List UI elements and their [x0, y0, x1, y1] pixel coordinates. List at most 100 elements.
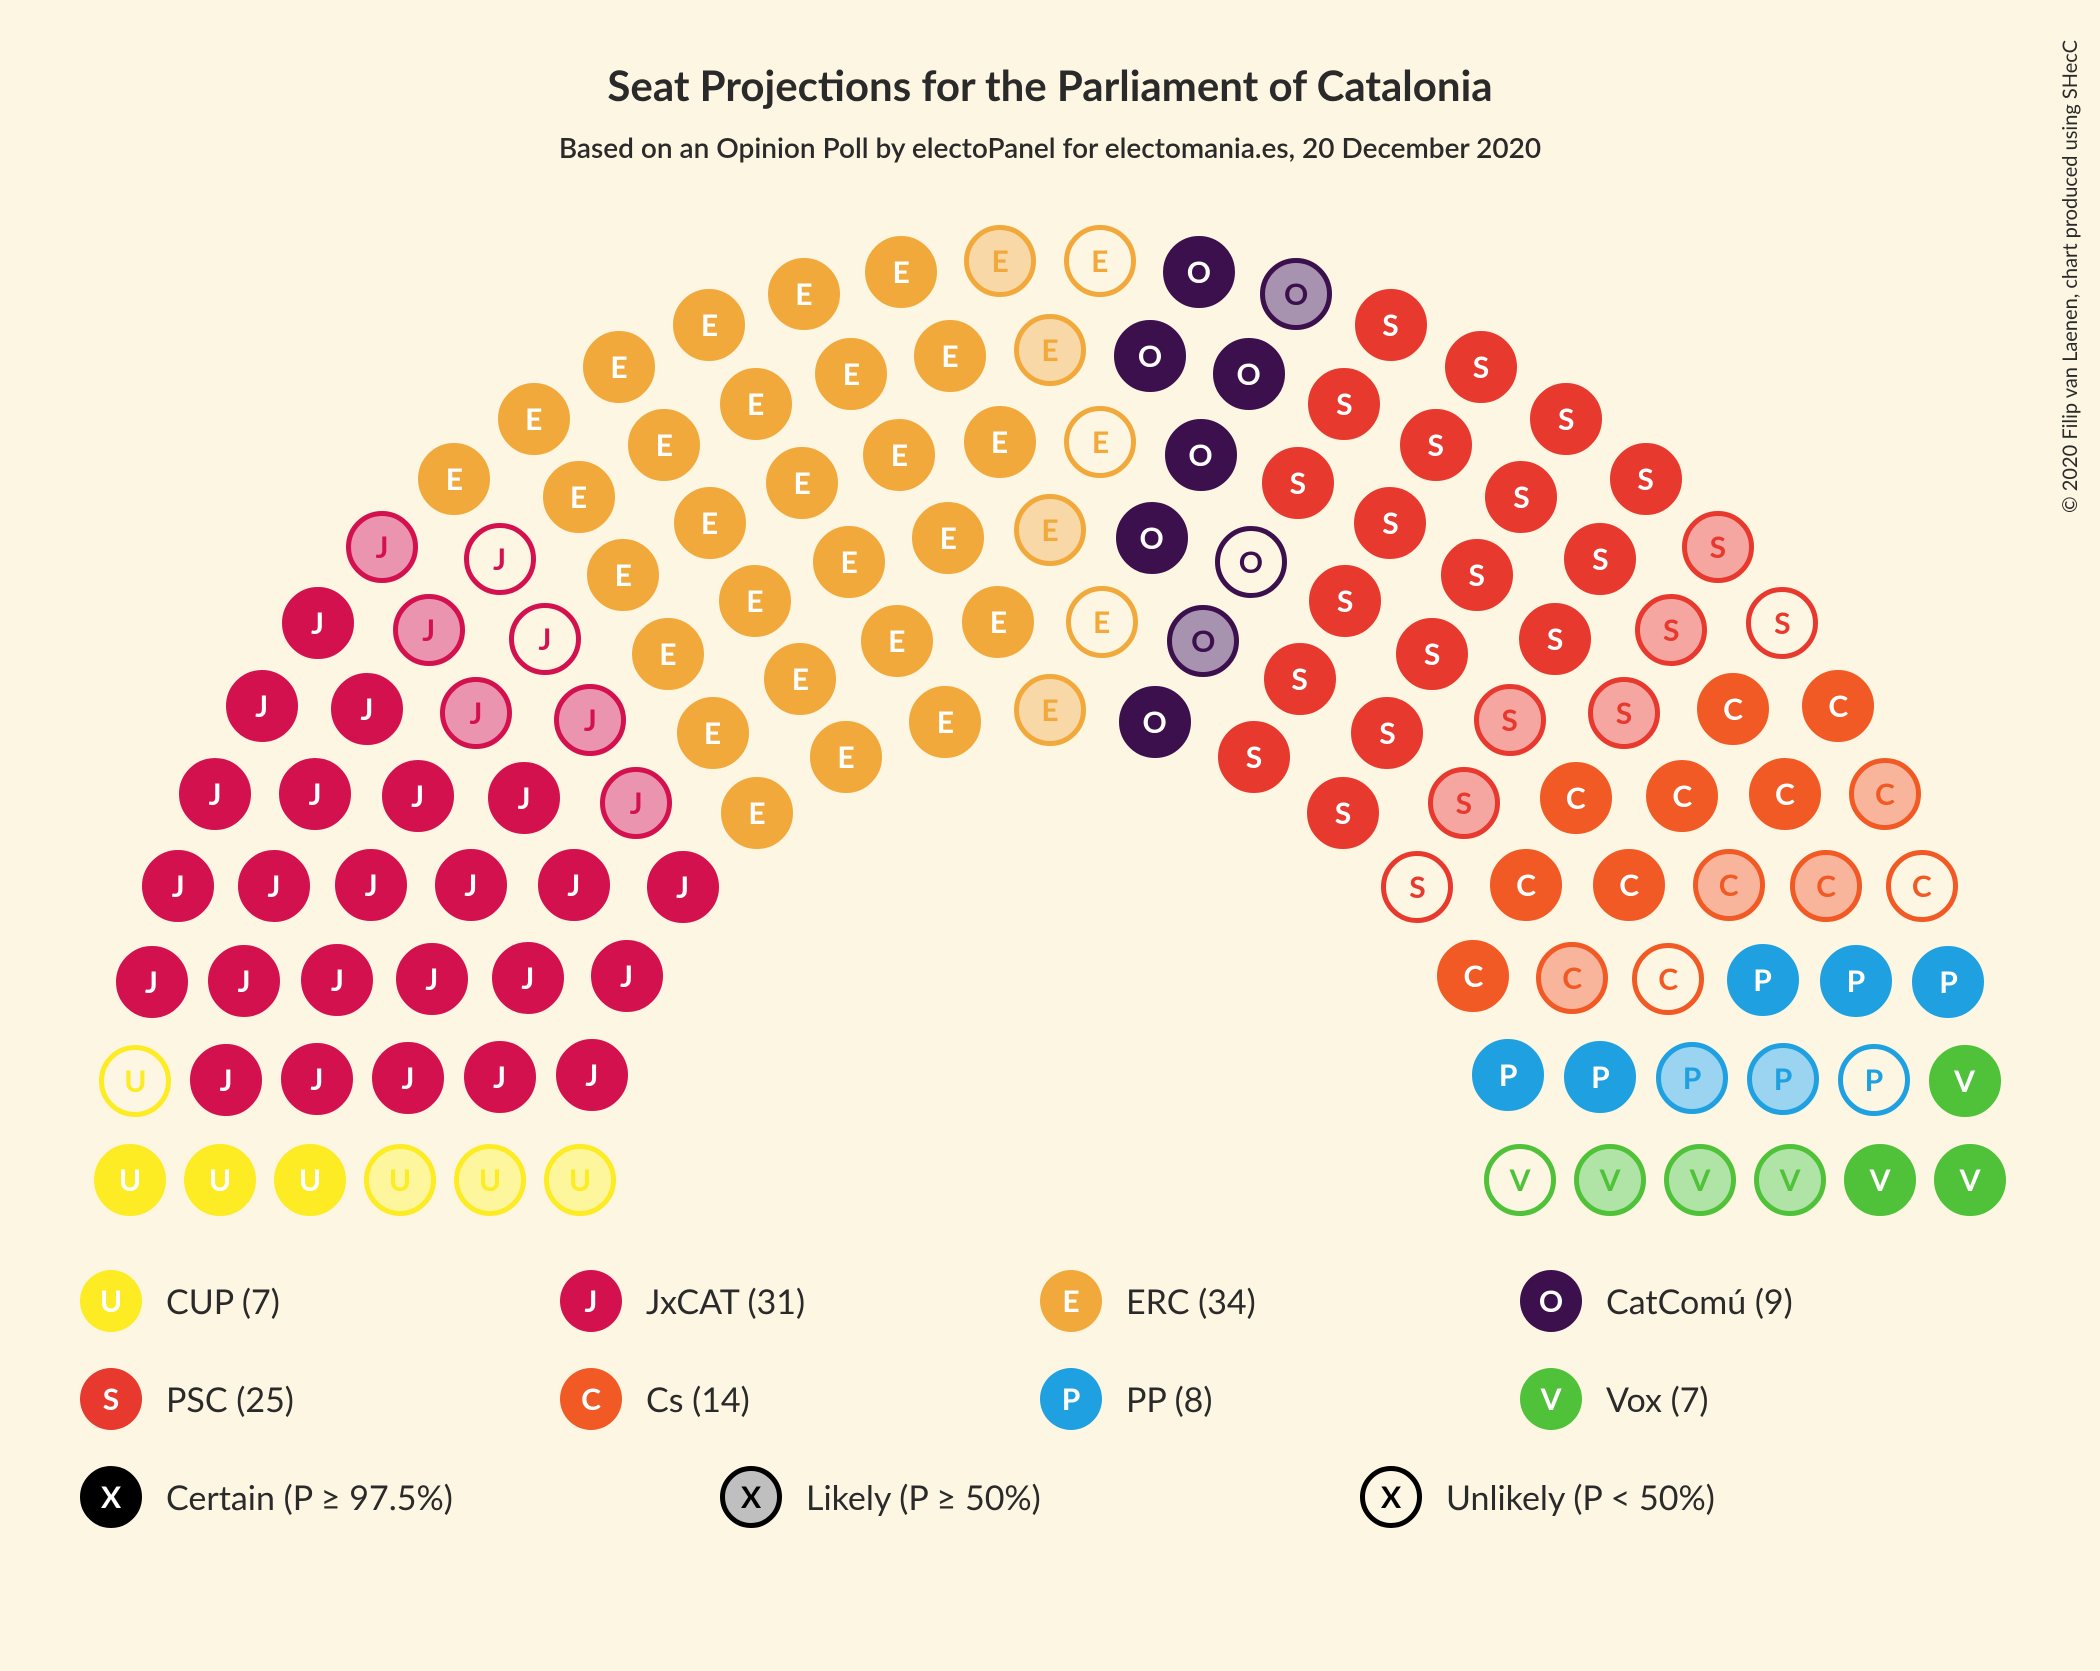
seat: C [1749, 758, 1821, 830]
seat: S [1588, 677, 1660, 749]
seat: O [1114, 320, 1186, 392]
legend-circle: X [720, 1466, 782, 1528]
seat: E [810, 721, 882, 793]
seat: J [282, 587, 354, 659]
seat: J [208, 945, 280, 1017]
seat: J [647, 851, 719, 923]
seat: S [1264, 643, 1336, 715]
seat: E [768, 258, 840, 330]
seat: S [1381, 851, 1453, 923]
seat: V [1574, 1144, 1646, 1216]
legend-circle: X [1360, 1466, 1422, 1528]
seat: J [382, 760, 454, 832]
legend-circle: O [1520, 1270, 1582, 1332]
legend-circle: C [560, 1368, 622, 1430]
seat: J [281, 1043, 353, 1115]
seat: S [1519, 603, 1591, 675]
seat: V [1844, 1144, 1916, 1216]
seat: V [1664, 1144, 1736, 1216]
legend-circle: U [80, 1270, 142, 1332]
seat: E [674, 487, 746, 559]
seat: S [1309, 565, 1381, 637]
seat: E [677, 697, 749, 769]
seat: C [1802, 670, 1874, 742]
seat: S [1635, 594, 1707, 666]
legend-item: EERC (34) [1040, 1270, 1520, 1332]
seat: J [301, 944, 373, 1016]
seat: E [764, 643, 836, 715]
legend-label: CatComú (9) [1606, 1281, 1793, 1322]
seat: J [346, 511, 418, 583]
seat: E [673, 289, 745, 361]
seat: S [1474, 684, 1546, 756]
seat: C [1886, 850, 1958, 922]
seat: J [492, 942, 564, 1014]
seat: C [1536, 942, 1608, 1014]
legend-circle: J [560, 1270, 622, 1332]
seat: S [1354, 487, 1426, 559]
legend-row: UCUP (7)J JxCAT (31) EERC (34)O CatComú (9) [80, 1270, 2020, 1332]
seat: O [1215, 526, 1287, 598]
seat: J [396, 943, 468, 1015]
seat: E [1064, 406, 1136, 478]
legend-item: UCUP (7) [80, 1270, 560, 1332]
seat: U [454, 1144, 526, 1216]
seat: S [1746, 587, 1818, 659]
seat: S [1218, 721, 1290, 793]
seat: J [554, 684, 626, 756]
seat: V [1484, 1144, 1556, 1216]
legend-item-probability: XCertain (P ≥ 97.5%) [80, 1466, 720, 1528]
seat: C [1490, 849, 1562, 921]
seat: J [393, 594, 465, 666]
seat: S [1351, 697, 1423, 769]
seat: S [1400, 409, 1472, 481]
seat: P [1656, 1042, 1728, 1114]
seat: C [1849, 758, 1921, 830]
seat: J [142, 850, 214, 922]
seat: J [464, 1041, 536, 1113]
seat: C [1593, 849, 1665, 921]
legend-label: PP (8) [1126, 1379, 1212, 1420]
seat: E [1014, 314, 1086, 386]
legend-item: C Cs (14) [560, 1368, 1040, 1430]
seat: C [1697, 673, 1769, 745]
seat: S [1307, 777, 1379, 849]
seat: C [1646, 760, 1718, 832]
seat: J [335, 849, 407, 921]
seat: U [544, 1144, 616, 1216]
seat: E [498, 383, 570, 455]
seat: E [912, 502, 984, 574]
seat: S [1564, 523, 1636, 595]
seat: S [1441, 539, 1513, 611]
seat: U [94, 1144, 166, 1216]
seat: E [861, 605, 933, 677]
seat: E [964, 406, 1036, 478]
legend-label: Cs (14) [646, 1379, 750, 1420]
legend-item: PPP (8) [1040, 1368, 1520, 1430]
seat: J [331, 673, 403, 745]
seat: U [364, 1144, 436, 1216]
legend-item-probability: X Unlikely (P < 50%) [1360, 1466, 2000, 1528]
seat: C [1632, 943, 1704, 1015]
seat: U [99, 1045, 171, 1117]
legend-label: PSC (25) [166, 1379, 294, 1420]
legend-circle: V [1520, 1368, 1582, 1430]
legend-item: O CatComú (9) [1520, 1270, 2000, 1332]
seat: E [815, 338, 887, 410]
seat: O [1119, 686, 1191, 758]
seat: V [1934, 1144, 2006, 1216]
seat: J [538, 849, 610, 921]
legend-label: JxCAT (31) [646, 1281, 805, 1322]
seat: E [962, 586, 1034, 658]
page: Seat Projections for the Parliament of C… [0, 0, 2100, 1671]
legend-label: Vox (7) [1606, 1379, 1709, 1420]
legend-item: J JxCAT (31) [560, 1270, 1040, 1332]
seat: J [190, 1044, 262, 1116]
seat: E [583, 331, 655, 403]
seat: P [1838, 1044, 1910, 1116]
legend-label: Unlikely (P < 50%) [1446, 1477, 1715, 1518]
legend-item: SPSC (25) [80, 1368, 560, 1430]
legend-item: V Vox (7) [1520, 1368, 2000, 1430]
legend-row: SPSC (25)C Cs (14) PPP (8)V Vox (7) [80, 1368, 2020, 1430]
seat: E [720, 368, 792, 440]
